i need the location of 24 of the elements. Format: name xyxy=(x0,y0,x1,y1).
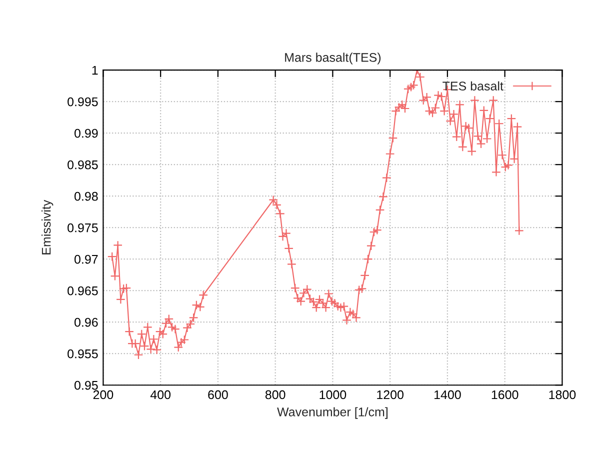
y-tick-label: 0.965 xyxy=(68,286,98,296)
x-tick-label: 200 xyxy=(93,390,114,400)
y-tick-label: 0.95 xyxy=(74,380,98,390)
x-tick-label: 1400 xyxy=(434,390,461,400)
x-tick-label: 1800 xyxy=(549,390,576,400)
y-axis-title: Emissivity xyxy=(42,200,54,254)
x-tick-label: 1600 xyxy=(492,390,518,400)
chart-title: Mars basalt(TES) xyxy=(285,52,381,64)
x-tick-label: 400 xyxy=(150,390,171,400)
y-tick-label: 0.97 xyxy=(74,254,98,264)
y-tick-label: 0.995 xyxy=(68,97,98,106)
x-tick-label: 600 xyxy=(208,390,228,400)
x-tick-label: 800 xyxy=(265,390,286,400)
y-tick-label: 0.955 xyxy=(68,349,98,358)
x-tick-label: 1200 xyxy=(377,390,404,400)
x-axis-title: Wavenumber [1/cm] xyxy=(277,407,388,419)
y-tick-label: 0.96 xyxy=(74,318,98,327)
x-tick-label: 1000 xyxy=(320,390,346,400)
y-tick-label: 0.98 xyxy=(74,192,98,201)
legend-label: TES basalt xyxy=(442,81,504,90)
y-tick-label: 1 xyxy=(92,66,98,75)
y-tick-label: 0.99 xyxy=(74,128,98,138)
y-tick-label: 0.985 xyxy=(68,160,98,170)
y-tick-label: 0.975 xyxy=(68,223,98,232)
